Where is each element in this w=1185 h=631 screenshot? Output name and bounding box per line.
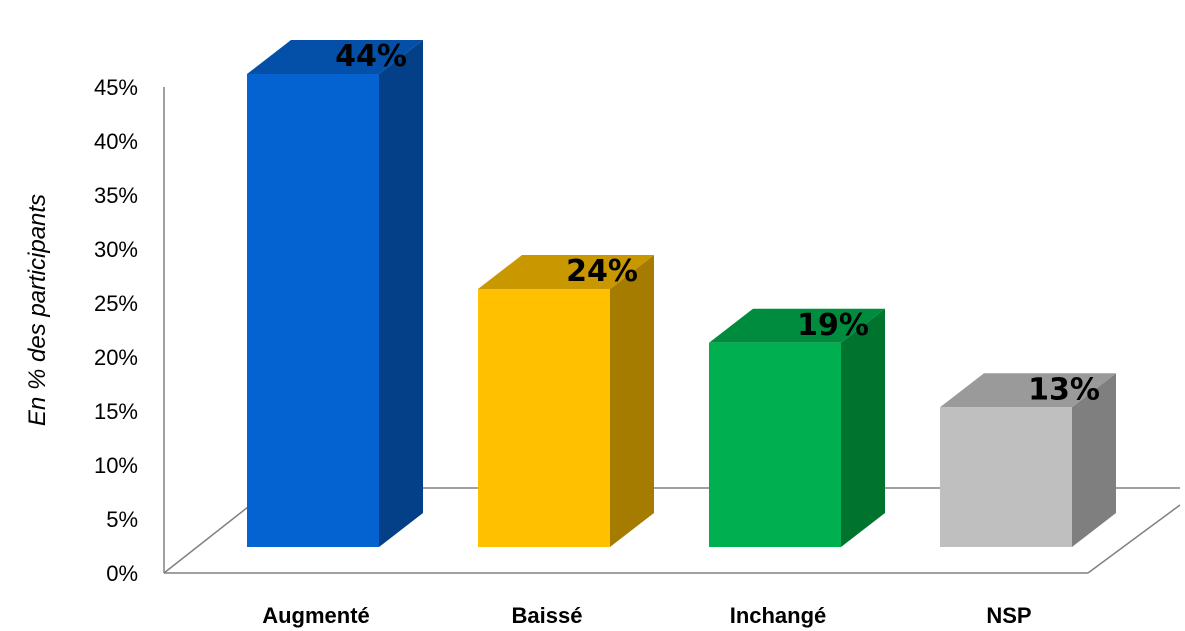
y-tick-label: 30% <box>94 237 138 262</box>
bar-side-face <box>841 308 885 547</box>
bar-front-face <box>709 342 841 547</box>
bar-side-face <box>379 40 423 547</box>
bar-front-face <box>247 74 379 547</box>
category-labels: Augmenté Baissé Inchangé NSP <box>262 603 1031 628</box>
bar-side-face <box>610 255 654 547</box>
bar-top-face <box>940 373 1116 408</box>
bars <box>247 40 1116 547</box>
y-tick-label: 25% <box>94 291 138 316</box>
category-label: NSP <box>986 603 1031 628</box>
bar-top-face <box>478 255 654 289</box>
bar-front-face <box>478 289 610 547</box>
bar-side-face <box>1072 373 1116 547</box>
bar <box>940 373 1116 547</box>
bar-front-face <box>940 407 1072 547</box>
y-tick-label: 0% <box>106 561 138 586</box>
data-label: 19% <box>797 308 869 343</box>
y-tick-label: 45% <box>94 75 138 100</box>
category-label: Inchangé <box>730 603 827 628</box>
y-axis-title: En % des participants <box>24 194 51 426</box>
y-tick-label: 5% <box>106 507 138 532</box>
data-label: 44% <box>335 39 407 74</box>
y-tick-label: 15% <box>94 399 138 424</box>
category-label: Baissé <box>512 603 583 628</box>
category-label: Augmenté <box>262 603 370 628</box>
y-tick-label: 10% <box>94 453 138 478</box>
y-axis-ticks: 0% 5% 10% 15% 20% 25% 30% 35% 40% 45% <box>94 75 138 586</box>
y-tick-label: 40% <box>94 129 138 154</box>
y-tick-label: 20% <box>94 345 138 370</box>
floor-left-edge <box>163 506 249 574</box>
bar <box>709 308 885 547</box>
bar <box>478 255 654 547</box>
data-labels: 44% 24% 19% 13% <box>335 39 1100 407</box>
floor-right-edge <box>1087 504 1181 574</box>
bar <box>247 40 423 547</box>
bar-top-face <box>709 308 885 343</box>
data-label: 24% <box>566 254 638 289</box>
y-tick-label: 35% <box>94 183 138 208</box>
data-label: 13% <box>1028 372 1100 407</box>
bar-top-face <box>247 40 423 74</box>
